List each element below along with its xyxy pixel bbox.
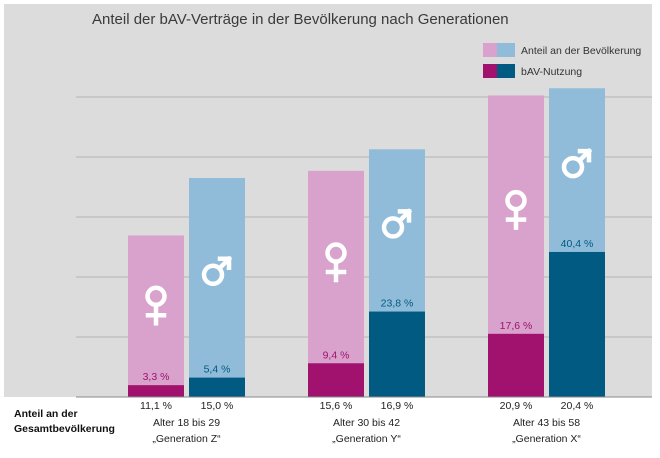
- bav-value-label: 40,4 %: [561, 238, 594, 250]
- bar-bav-female-1: [128, 385, 184, 397]
- bar-bav-female-2: [308, 363, 364, 397]
- category-age-label: Alter 18 bis 29: [153, 417, 220, 429]
- population-share-label: 20,4 %: [561, 400, 594, 412]
- legend-swatch-male-population: [497, 43, 515, 57]
- bav-value-label: 5,4 %: [204, 364, 231, 376]
- row-label-line2: Gesamtbevölkerung: [14, 423, 115, 435]
- row-label-line1: Anteil an der: [14, 408, 78, 420]
- bar-population-female-2: [308, 170, 364, 397]
- legend-label-population: Anteil an der Bevölkerung: [521, 45, 641, 57]
- legend-swatch-female-population: [483, 43, 497, 57]
- bar-bav-male-2: [369, 311, 425, 397]
- legend-label-bav: bAV-Nutzung: [521, 66, 582, 78]
- category-generation-label: „Generation Y“: [332, 433, 401, 445]
- legend: Anteil an der Bevölkerung bAV-Nutzung: [483, 43, 641, 78]
- bar-bav-female-3: [488, 333, 544, 397]
- bav-value-label: 3,3 %: [143, 371, 170, 383]
- male-symbol-icon: [561, 147, 593, 179]
- population-share-label: 15,0 %: [201, 400, 234, 412]
- population-share-label: 16,9 %: [381, 400, 414, 412]
- bar-bav-male-1: [189, 377, 245, 397]
- bav-value-label: 23,8 %: [381, 298, 414, 310]
- female-symbol-icon: [145, 285, 167, 326]
- bars: 3,3 % 5,4 % 9,4 % 23,8 % 17,6 % 40,4 %: [128, 88, 605, 397]
- chart-title: Anteil der bAV-Verträge in der Bevölkeru…: [92, 11, 509, 28]
- population-share-label: 11,1 %: [140, 400, 172, 412]
- bar-population-male-1: [189, 178, 245, 397]
- female-symbol-icon: [325, 242, 347, 283]
- category-age-label: Alter 30 bis 42: [333, 417, 400, 429]
- female-symbol-icon: [505, 189, 527, 230]
- legend-swatch-male-bav: [497, 64, 515, 78]
- bav-value-label: 17,6 %: [500, 320, 533, 332]
- category-age-label: Alter 43 bis 58: [513, 417, 580, 429]
- population-share-label: 15,6 %: [320, 400, 353, 412]
- category-generation-label: „Generation Z“: [152, 433, 221, 445]
- population-share-label: 20,9 %: [500, 400, 533, 412]
- male-symbol-icon: [201, 255, 233, 287]
- bav-value-label: 9,4 %: [323, 349, 350, 361]
- bar-bav-male-3: [549, 251, 605, 397]
- category-generation-label: „Generation X“: [512, 433, 581, 445]
- legend-swatch-female-bav: [483, 64, 497, 78]
- male-symbol-icon: [381, 208, 413, 239]
- category-labels: 11,1 % 15,0 % Alter 18 bis 29 „Generation Z…: [140, 400, 593, 445]
